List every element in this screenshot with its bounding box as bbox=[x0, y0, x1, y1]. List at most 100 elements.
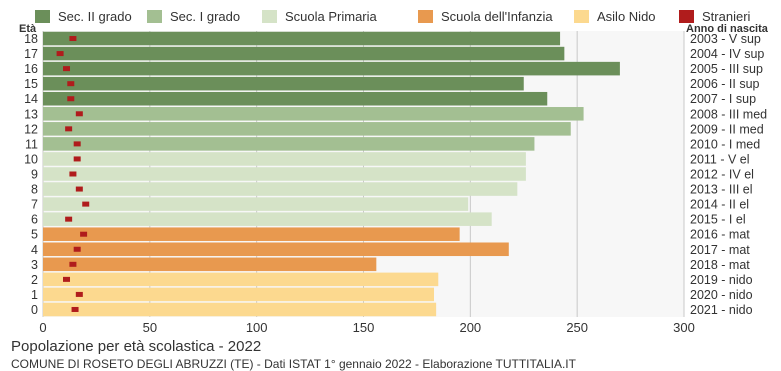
chart-subtitle: COMUNE DI ROSETO DEGLI ABRUZZI (TE) - Da… bbox=[11, 357, 577, 371]
legend-label: Sec. II grado bbox=[58, 9, 132, 24]
x-tick-label: 300 bbox=[673, 320, 695, 335]
age-label: 0 bbox=[31, 303, 38, 317]
population-bar bbox=[43, 182, 518, 196]
population-bar bbox=[43, 137, 535, 151]
legend-swatch bbox=[574, 10, 589, 23]
stranieri-marker bbox=[75, 186, 83, 192]
population-bar bbox=[43, 31, 561, 46]
right-axis-title: Anno di nascita bbox=[686, 23, 769, 35]
stranieri-marker bbox=[69, 261, 77, 267]
legend-label: Stranieri bbox=[702, 9, 751, 24]
age-label: 1 bbox=[31, 288, 38, 302]
legend-swatch bbox=[262, 10, 277, 23]
population-bar bbox=[43, 242, 509, 257]
birth-year-label: 2012 - IV el bbox=[690, 168, 754, 182]
age-label: 15 bbox=[24, 77, 38, 91]
legend-swatch bbox=[679, 10, 694, 23]
stranieri-marker bbox=[82, 201, 90, 207]
population-bar bbox=[43, 122, 571, 136]
age-label: 9 bbox=[31, 168, 38, 182]
birth-year-label: 2017 - mat bbox=[690, 243, 750, 257]
stranieri-marker bbox=[56, 51, 64, 57]
legend-label: Asilo Nido bbox=[597, 9, 656, 24]
stranieri-marker bbox=[67, 96, 75, 102]
age-label: 14 bbox=[24, 92, 38, 106]
legend-swatch bbox=[418, 10, 433, 23]
age-label: 18 bbox=[24, 32, 38, 46]
birth-year-label: 2011 - V el bbox=[690, 152, 750, 166]
birth-year-label: 2005 - III sup bbox=[690, 62, 763, 76]
x-tick-label: 250 bbox=[566, 320, 588, 335]
population-bar bbox=[43, 167, 526, 181]
age-label: 17 bbox=[24, 47, 38, 61]
age-label: 2 bbox=[31, 273, 38, 287]
age-label: 11 bbox=[25, 137, 38, 151]
stranieri-marker bbox=[65, 126, 73, 132]
y-axis-title: Età bbox=[19, 23, 37, 35]
legend-label: Scuola dell'Infanzia bbox=[441, 9, 553, 24]
stranieri-marker bbox=[73, 141, 81, 147]
birth-year-label: 2019 - nido bbox=[690, 273, 753, 287]
age-label: 5 bbox=[31, 228, 38, 242]
population-bar bbox=[43, 287, 435, 302]
birth-year-label: 2007 - I sup bbox=[690, 92, 756, 106]
birth-year-label: 2020 - nido bbox=[690, 288, 753, 302]
chart-title: Popolazione per età scolastica - 2022 bbox=[11, 338, 261, 355]
legend-swatch bbox=[35, 10, 50, 23]
birth-year-label: 2014 - II el bbox=[690, 198, 749, 212]
population-bar bbox=[43, 272, 439, 287]
birth-year-label: 2013 - III el bbox=[690, 183, 753, 197]
birth-year-label: 2010 - I med bbox=[690, 137, 760, 151]
birth-year-label: 2016 - mat bbox=[690, 228, 750, 242]
stranieri-marker bbox=[80, 231, 88, 237]
age-label: 3 bbox=[31, 258, 38, 272]
legend-label: Sec. I grado bbox=[170, 9, 240, 24]
population-bar bbox=[43, 257, 377, 272]
x-tick-label: 0 bbox=[39, 320, 46, 335]
population-bar bbox=[43, 76, 524, 91]
population-bar bbox=[43, 227, 460, 241]
stranieri-marker bbox=[67, 81, 75, 87]
population-bar bbox=[43, 91, 548, 106]
population-bar bbox=[43, 61, 620, 76]
stranieri-marker bbox=[65, 216, 73, 222]
population-bar bbox=[43, 46, 565, 61]
birth-year-label: 2018 - mat bbox=[690, 258, 750, 272]
stranieri-marker bbox=[75, 111, 83, 117]
age-label: 6 bbox=[31, 213, 38, 227]
birth-year-label: 2003 - V sup bbox=[690, 32, 761, 46]
legend-label: Scuola Primaria bbox=[285, 9, 378, 24]
age-label: 7 bbox=[31, 198, 38, 212]
age-label: 16 bbox=[24, 62, 38, 76]
age-label: 4 bbox=[31, 243, 38, 257]
stranieri-marker bbox=[71, 306, 79, 312]
stranieri-marker bbox=[75, 291, 83, 297]
birth-year-label: 2006 - II sup bbox=[690, 77, 760, 91]
population-bar bbox=[43, 152, 526, 166]
birth-year-label: 2008 - III med bbox=[690, 107, 767, 121]
population-bar bbox=[43, 197, 469, 211]
birth-year-label: 2021 - nido bbox=[690, 303, 753, 317]
stranieri-marker bbox=[63, 276, 71, 282]
x-tick-label: 150 bbox=[353, 320, 375, 335]
stranieri-marker bbox=[63, 66, 71, 72]
x-tick-label: 50 bbox=[143, 320, 157, 335]
population-bar bbox=[43, 212, 492, 226]
age-label: 13 bbox=[24, 107, 38, 121]
stranieri-marker bbox=[69, 36, 77, 42]
age-label: 10 bbox=[24, 152, 38, 166]
birth-year-label: 2009 - II med bbox=[690, 122, 764, 136]
x-tick-label: 200 bbox=[459, 320, 481, 335]
x-tick-label: 100 bbox=[246, 320, 268, 335]
birth-year-label: 2015 - I el bbox=[690, 213, 746, 227]
population-bar bbox=[43, 302, 437, 317]
age-label: 8 bbox=[31, 183, 38, 197]
stranieri-marker bbox=[73, 246, 81, 252]
stranieri-marker bbox=[73, 156, 81, 162]
birth-year-label: 2004 - IV sup bbox=[690, 47, 764, 61]
stranieri-marker bbox=[69, 171, 77, 177]
age-label: 12 bbox=[24, 122, 38, 136]
population-bar bbox=[43, 107, 584, 121]
